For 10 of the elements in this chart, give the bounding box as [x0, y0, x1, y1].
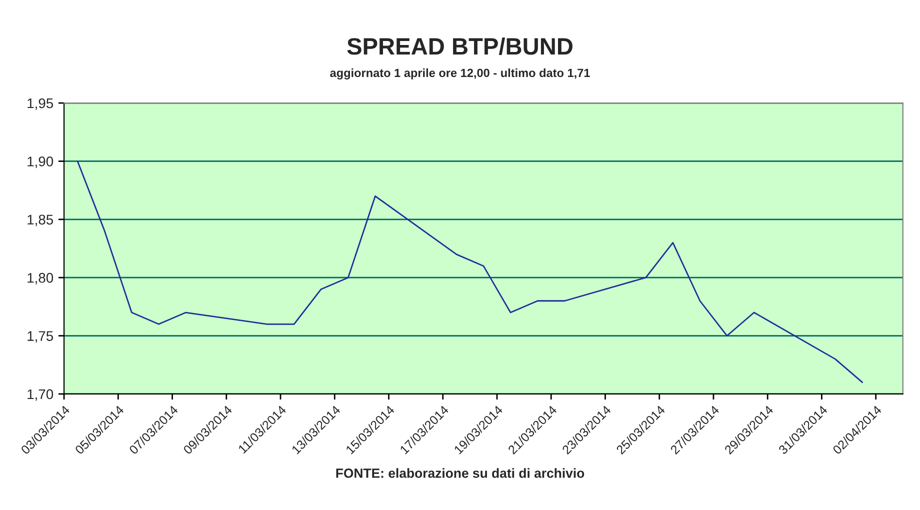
y-tick-label: 1,95: [28, 98, 54, 110]
y-tick-label: 1,90: [28, 156, 54, 168]
y-tick-label: 1,75: [28, 331, 54, 343]
chart-subtitle: aggiornato 1 aprile ore 12,00 - ultimo dato 1,71: [330, 68, 590, 80]
y-tick-label: 1,85: [28, 214, 54, 226]
y-tick-label: 1,80: [28, 272, 54, 284]
line-series: [76, 160, 863, 384]
y-tick-label: 1,70: [28, 389, 54, 401]
chart-title: SPREAD BTP/BUND: [347, 37, 572, 56]
source-note: FONTE: elaborazione su dati di archivio: [336, 468, 584, 478]
